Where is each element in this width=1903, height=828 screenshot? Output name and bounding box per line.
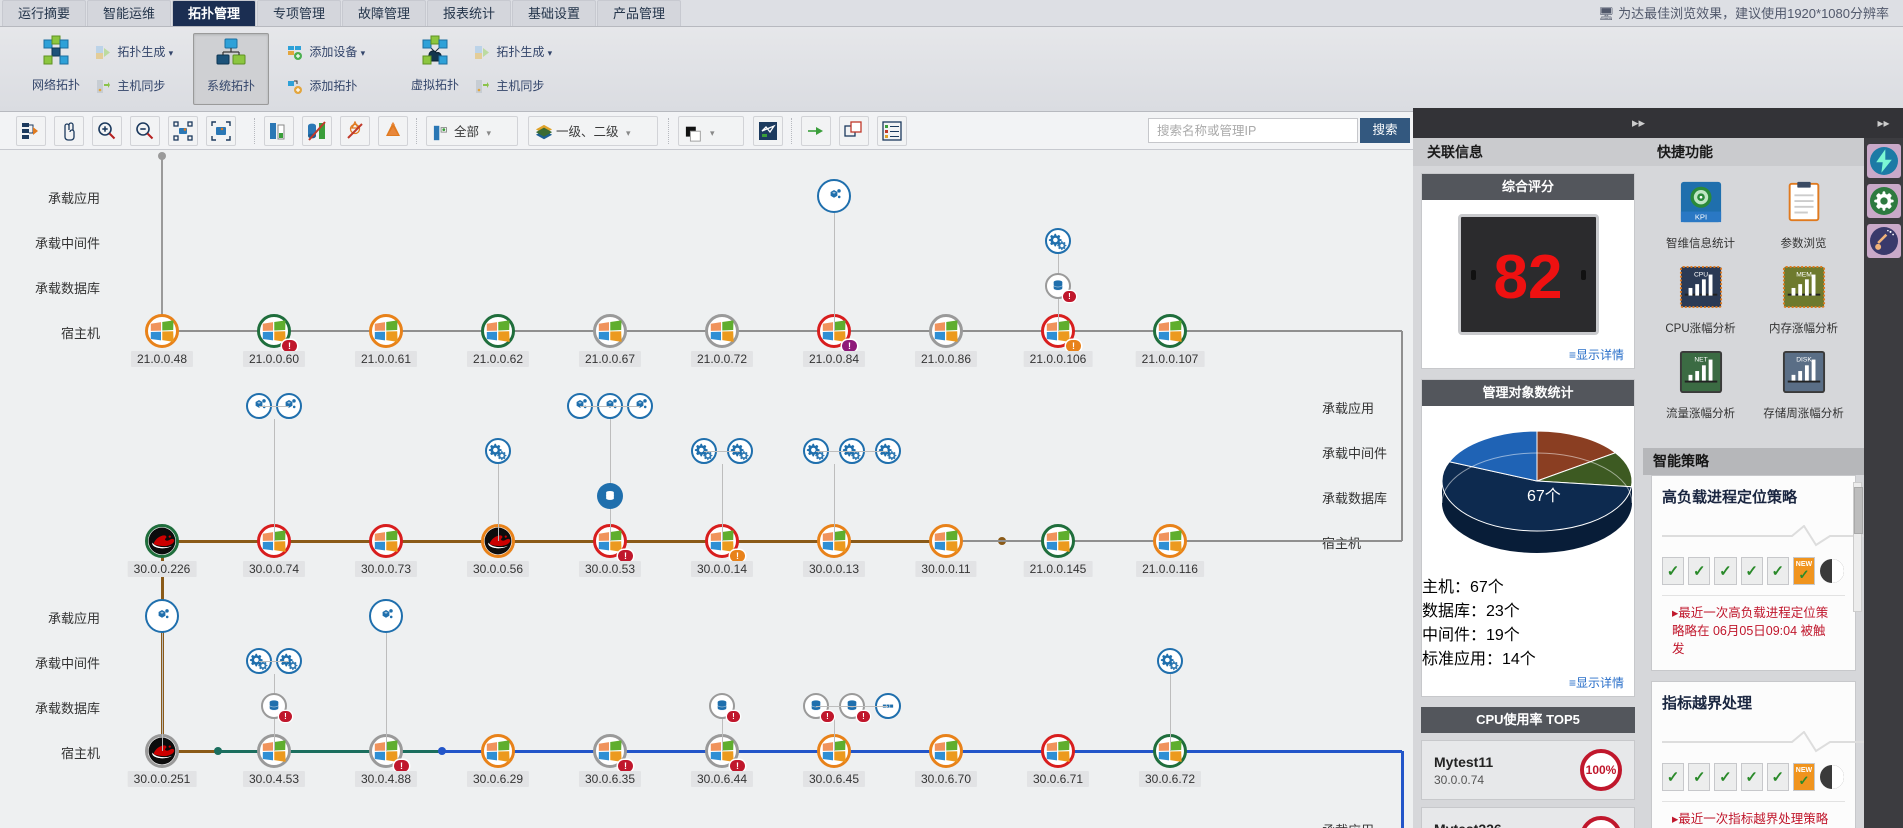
svg-text:NET: NET: [1694, 356, 1707, 363]
svg-text:KPI: KPI: [1694, 213, 1706, 222]
svg-text:67个: 67个: [1527, 487, 1561, 505]
svg-text:DISK: DISK: [1796, 356, 1812, 363]
svg-text:MEM: MEM: [1796, 271, 1812, 278]
svg-text:CPU: CPU: [1693, 271, 1707, 278]
